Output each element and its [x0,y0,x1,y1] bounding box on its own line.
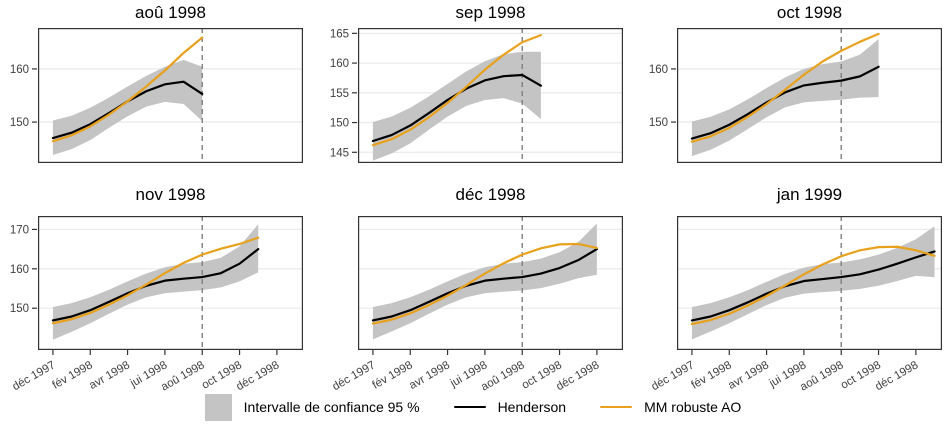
panel-title-oct-1998: oct 1998 [776,3,843,22]
y-tick-label: 150 [330,118,349,130]
henderson-line [690,65,880,140]
y-tick-label: 160 [330,58,349,70]
panel-title-nov-1998: nov 1998 [135,185,206,204]
y-tick-label: 170 [10,224,29,236]
panel-plot-jan-1999: déc 1997 fév 1998 avr 1998 jui 1998 aoû 1998… [649,216,942,394]
panel-plot-oct-1998: 150 160 [649,28,942,164]
henderson-line [371,248,598,322]
mm-robuste-ao-line-swatch [600,405,633,409]
legend-label-mm-robuste-ao: MM robuste AO [644,399,742,415]
legend-item-henderson: Henderson [453,399,567,415]
x-tick-label: avr 1998 [726,359,771,392]
panel-border [38,28,303,164]
y-tick-label: 165 [330,28,349,40]
panel-border [358,216,623,351]
y-tick-label: 160 [10,264,29,276]
x-tick-label: déc 1997 [649,359,696,393]
confidence-band [691,226,935,340]
henderson-line [690,250,936,322]
x-tick-label: déc 1997 [10,359,57,393]
panel-border [677,216,942,351]
y-tick-label: 160 [10,64,29,76]
x-tick-label: déc 1998 [873,359,920,393]
panel-plot-dec-1998: déc 1997 fév 1998 avr 1998 jui 1998 aoû 1998… [330,216,623,394]
mm-robuste-ao-line [51,236,260,325]
panel-plot-nov-1998: 150 160 170 déc 1997 fév 1998 avr 1998 jui 199… [10,216,303,394]
y-tick-label: 150 [10,117,29,129]
panel-border [38,216,303,351]
panel-title-aou-1998: aoû 1998 [135,3,206,22]
x-tick-label: fév 1998 [690,359,734,391]
x-tick-label: déc 1998 [234,359,281,393]
y-tick-label: 145 [330,147,349,159]
henderson-line [51,248,260,322]
x-tick-label: déc 1997 [330,359,377,393]
panel-plot-aou-1998: 150 160 [10,28,303,164]
panel-title-sep-1998: sep 1998 [455,3,526,22]
legend-label-confidence: Intervalle de confiance 95 % [243,399,420,415]
panel-plot-sep-1998: 145 150 155 160 165 [330,28,623,164]
confidence-band [52,224,259,340]
confidence-band [691,39,879,157]
mm-robuste-ao-line [690,32,880,143]
panel-border [677,28,942,164]
panel-title-dec-1998: déc 1998 [455,185,526,204]
x-tick-label: fév 1998 [51,359,95,391]
mm-robuste-ao-line [371,34,542,147]
confidence-band-swatch [204,393,232,421]
x-tick-label: fév 1998 [371,359,415,391]
y-tick-label: 160 [649,64,668,76]
mm-robuste-ao-line [371,242,598,325]
x-tick-label: déc 1998 [554,359,601,393]
legend-label-henderson: Henderson [497,399,567,415]
legend-item-mm-robuste-ao: MM robuste AO [600,399,741,415]
confidence-band [372,51,541,161]
confidence-band [52,59,203,156]
panel-title-jan-1999: jan 1999 [776,185,843,204]
y-tick-label: 155 [330,88,349,100]
mm-robuste-ao-line [51,36,204,143]
y-tick-label: 150 [10,303,29,315]
x-tick-label: avr 1998 [407,359,452,392]
legend: Intervalle de confiance 95 % Henderson M… [0,391,946,423]
legend-item-confidence-interval: Intervalle de confiance 95 % [204,393,420,421]
x-tick-label: avr 1998 [87,359,132,392]
henderson-line-swatch [453,405,486,409]
panel-border [358,28,623,164]
y-tick-label: 150 [649,117,668,129]
mm-robuste-ao-line [690,245,936,326]
